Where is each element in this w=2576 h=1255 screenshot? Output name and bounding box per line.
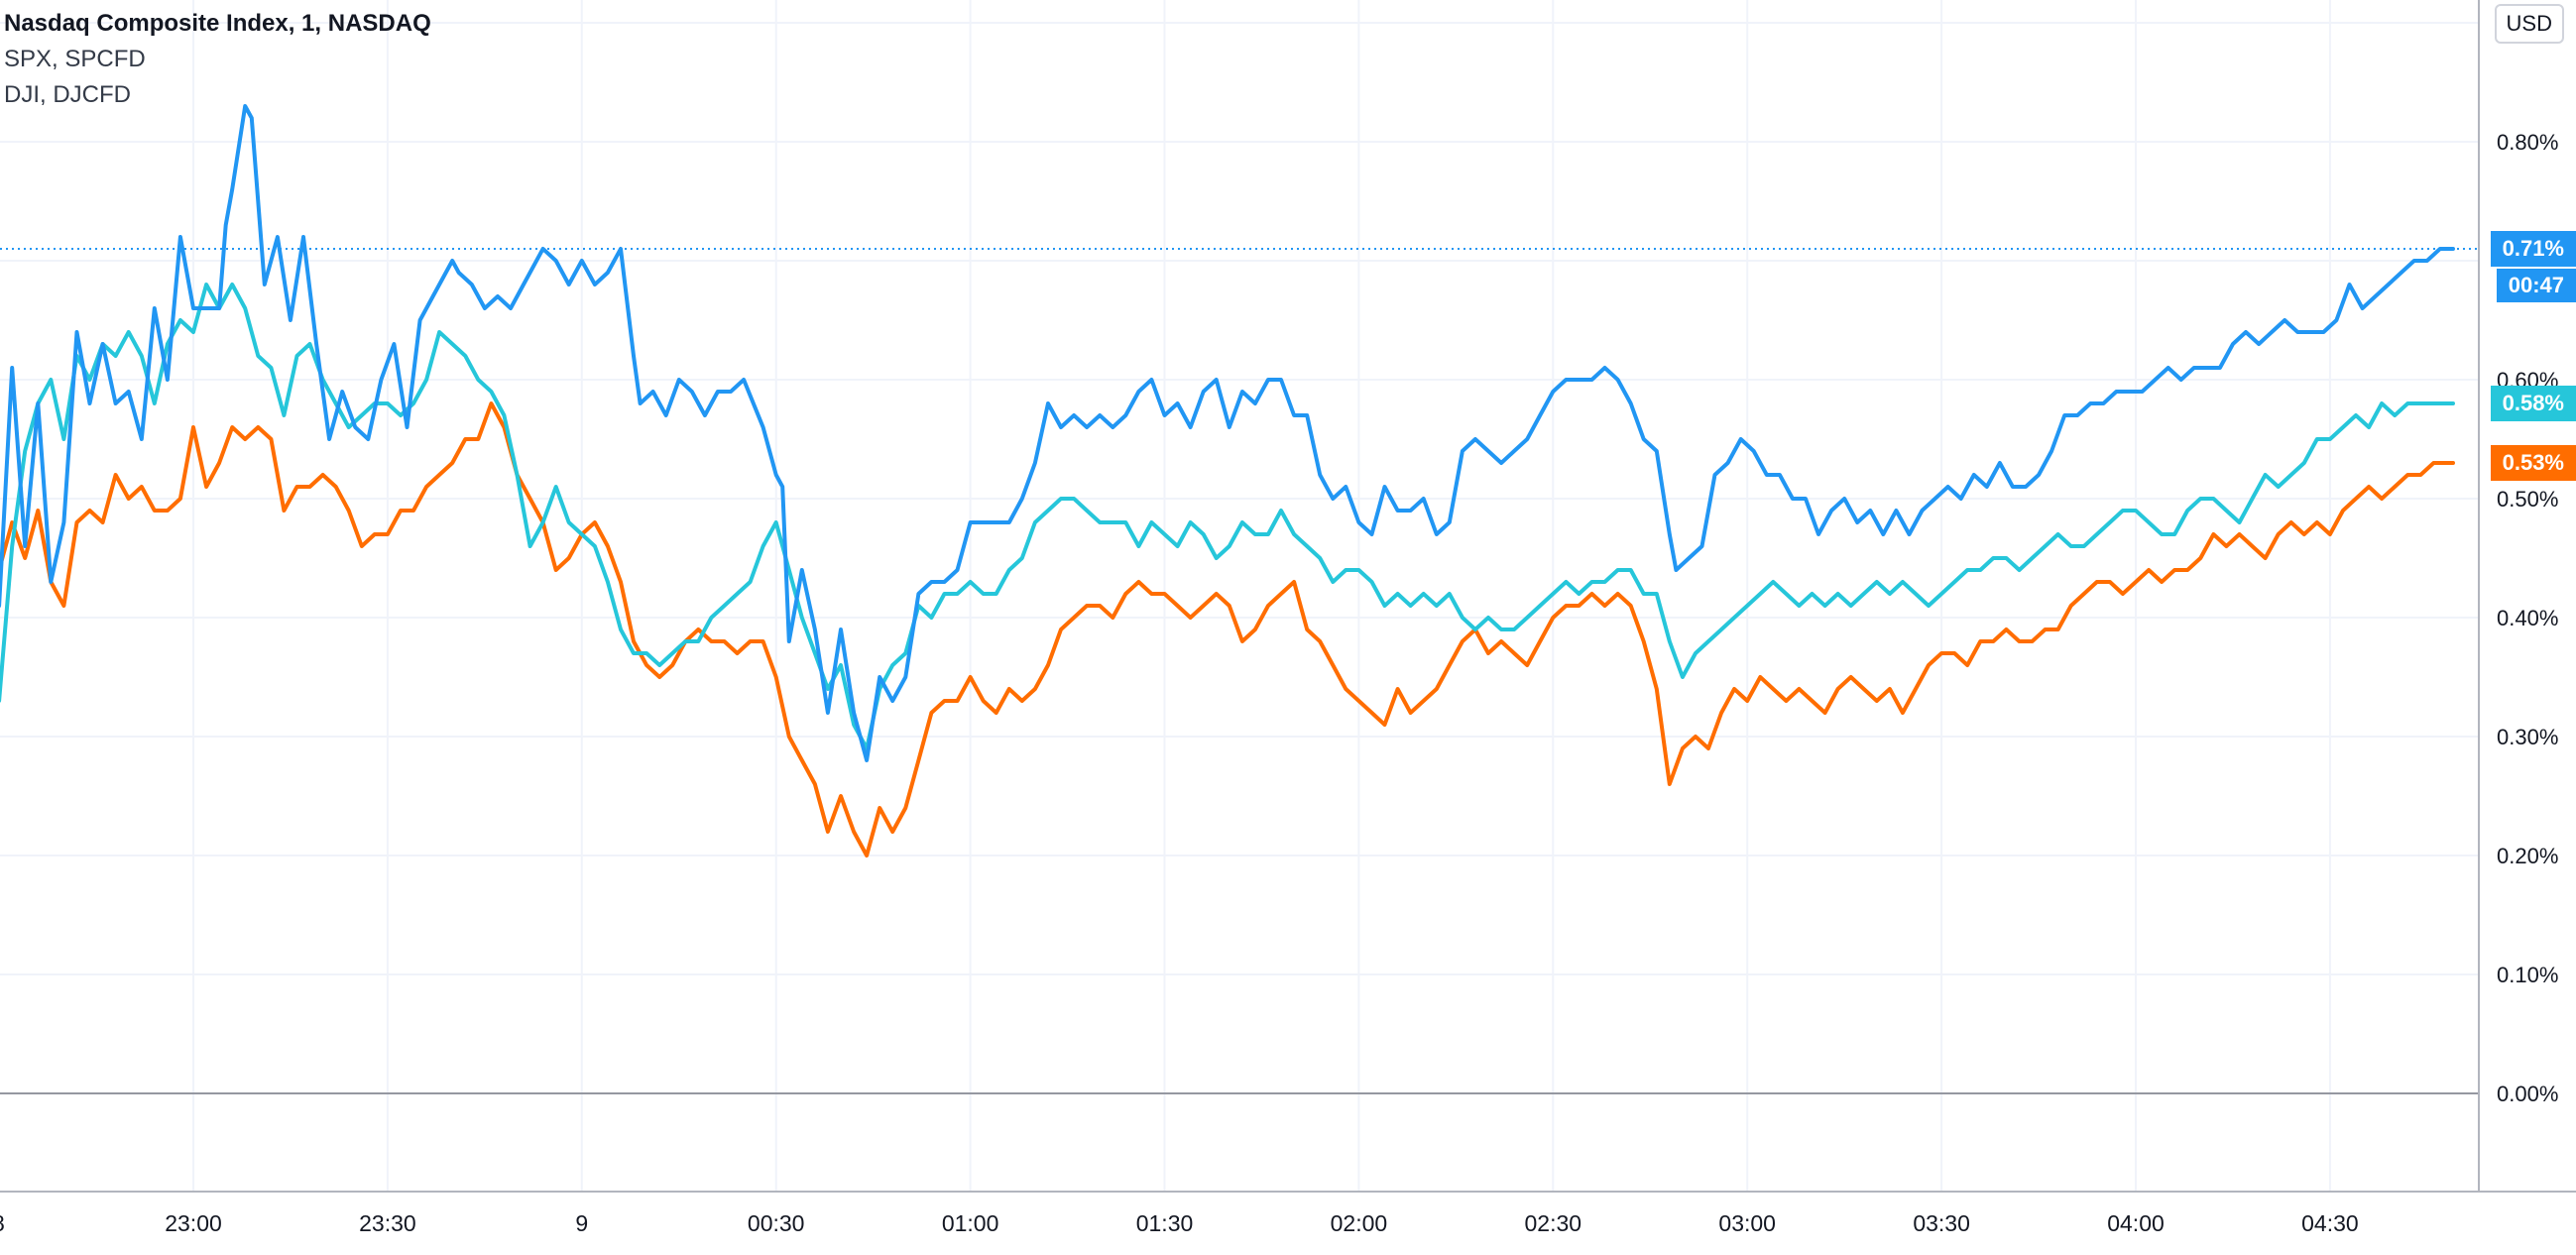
chart-legend: Nasdaq Composite Index, 1, NASDAQ SPX, S… bbox=[4, 6, 431, 113]
spx-last-price-label: 0.58% bbox=[2490, 386, 2576, 421]
dji-last-price-label: 0.53% bbox=[2490, 445, 2576, 481]
y-tick-label: 0.80% bbox=[2497, 130, 2558, 155]
y-tick-label: 0.50% bbox=[2497, 487, 2558, 512]
x-tick-label: 9 bbox=[575, 1210, 588, 1236]
x-axis-background bbox=[0, 1193, 2576, 1255]
legend-main-symbol[interactable]: Nasdaq Composite Index, 1, NASDAQ bbox=[4, 10, 431, 37]
y-tick-label: 0.40% bbox=[2497, 606, 2558, 630]
x-tick-label: 02:30 bbox=[1525, 1210, 1582, 1236]
x-tick-label: 23:30 bbox=[359, 1210, 416, 1236]
x-tick-label: 04:00 bbox=[2107, 1210, 2165, 1236]
x-tick-label: 23:00 bbox=[165, 1210, 222, 1236]
x-tick-label: 04:30 bbox=[2301, 1210, 2359, 1236]
x-tick-label: 00:30 bbox=[748, 1210, 805, 1236]
legend-compare-spx[interactable]: SPX, SPCFD bbox=[4, 46, 146, 72]
legend-compare-dji[interactable]: DJI, DJCFD bbox=[4, 81, 131, 108]
y-tick-label: 0.10% bbox=[2497, 963, 2558, 987]
x-tick-label: 03:00 bbox=[1718, 1210, 1776, 1236]
nasdaq-last-price-label: 0.71% bbox=[2490, 231, 2576, 267]
x-tick-label: 03:30 bbox=[1913, 1210, 1970, 1236]
y-tick-label: 0.30% bbox=[2497, 725, 2558, 749]
dji-series-line bbox=[0, 401, 2455, 857]
x-tick-label: 01:00 bbox=[942, 1210, 999, 1236]
x-tick-label: 01:30 bbox=[1136, 1210, 1194, 1236]
y-tick-label: 0.00% bbox=[2497, 1082, 2558, 1106]
x-tick-label: 02:00 bbox=[1331, 1210, 1388, 1236]
x-tick-label-edge: 8 bbox=[0, 1210, 5, 1236]
currency-badge[interactable]: USD bbox=[2494, 4, 2564, 44]
series-layer bbox=[0, 104, 2455, 857]
y-tick-label: 0.20% bbox=[2497, 844, 2558, 868]
bar-countdown-label: 00:47 bbox=[2496, 269, 2576, 302]
nasdaq-series-line bbox=[0, 104, 2455, 762]
